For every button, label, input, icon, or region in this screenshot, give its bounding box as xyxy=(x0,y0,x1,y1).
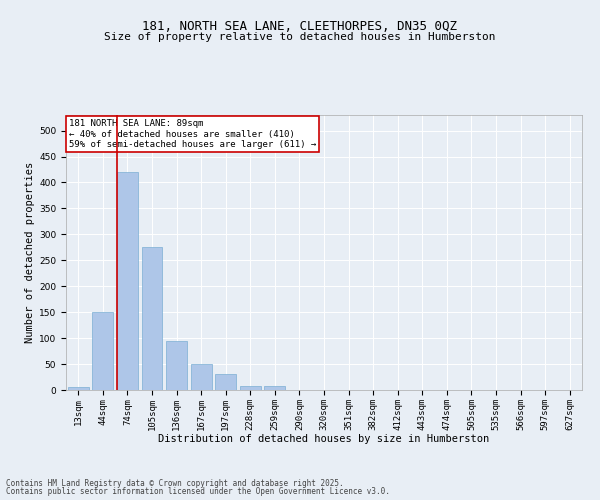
Bar xyxy=(68,388,89,390)
Text: Contains public sector information licensed under the Open Government Licence v3: Contains public sector information licen… xyxy=(6,487,390,496)
Bar xyxy=(117,172,138,390)
Text: 181 NORTH SEA LANE: 89sqm
← 40% of detached houses are smaller (410)
59% of semi: 181 NORTH SEA LANE: 89sqm ← 40% of detac… xyxy=(68,119,316,149)
Y-axis label: Number of detached properties: Number of detached properties xyxy=(25,162,35,343)
Bar xyxy=(240,386,261,390)
Text: Contains HM Land Registry data © Crown copyright and database right 2025.: Contains HM Land Registry data © Crown c… xyxy=(6,478,344,488)
X-axis label: Distribution of detached houses by size in Humberston: Distribution of detached houses by size … xyxy=(158,434,490,444)
Bar xyxy=(166,340,187,390)
Bar xyxy=(92,312,113,390)
Text: Size of property relative to detached houses in Humberston: Size of property relative to detached ho… xyxy=(104,32,496,42)
Bar xyxy=(191,364,212,390)
Bar xyxy=(265,386,286,390)
Bar xyxy=(215,374,236,390)
Bar xyxy=(142,248,163,390)
Text: 181, NORTH SEA LANE, CLEETHORPES, DN35 0QZ: 181, NORTH SEA LANE, CLEETHORPES, DN35 0… xyxy=(143,20,458,33)
